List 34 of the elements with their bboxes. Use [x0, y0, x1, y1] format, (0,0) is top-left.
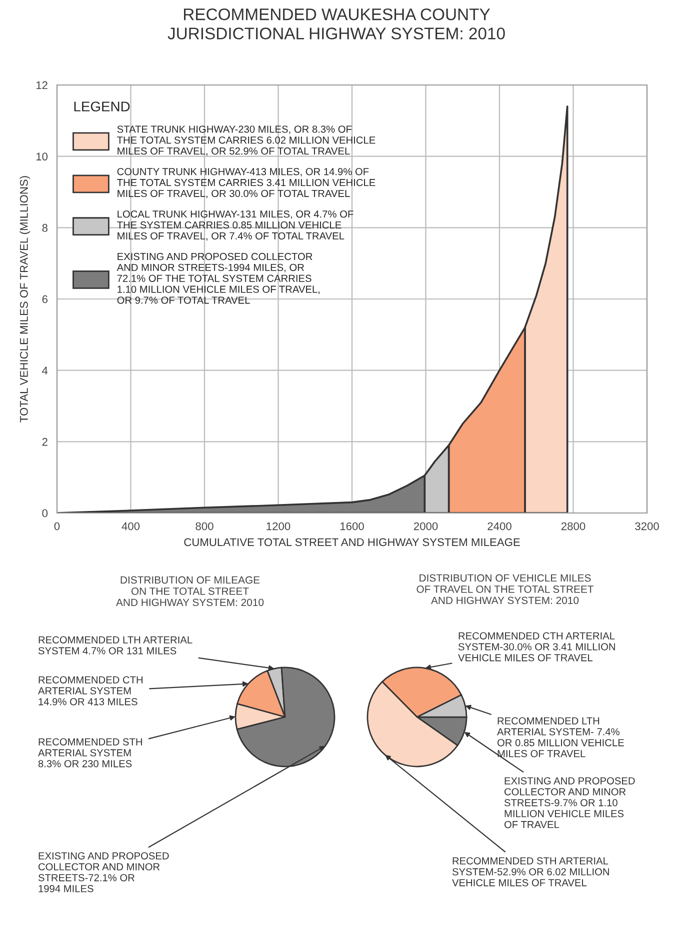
x-tick-label: 2000 — [414, 522, 438, 530]
x-tick-label: 1600 — [340, 522, 364, 530]
x-axis-title: CUMULATIVE TOTAL STREET AND HIGHWAY SYSTEM MILEAGE — [184, 538, 520, 546]
y-tick-label: 2 — [42, 438, 48, 446]
legend-label: STATE TRUNK HIGHWAY-230 MILES, OR 8.3% OF THE TOTAL SYSTEM CARRIES 6.02 MILLION VEHICLE MILES OF TRAVEL, OR 52.9% OF TOTAL TRAVEL — [117, 126, 376, 156]
slice-label: RECOMMENDED CTH ARTERIAL SYSTEM-30.0% OR 3.41 MILLION VEHICLE MILES OF TRAVEL — [458, 632, 615, 662]
x-tick-label: 800 — [196, 522, 214, 530]
chart-title: DISTRIBUTION OF VEHICLE MILES OF TRAVEL ON THE TOTAL STREET AND HIGHWAY SYSTEM: 2010 — [416, 574, 594, 604]
y-tick-label: 4 — [42, 366, 48, 374]
chart-title: RECOMMENDED WAUKESHA COUNTY JURISDICTIONAL HIGHWAY SYSTEM: 2010 — [168, 8, 505, 40]
slice-label: RECOMMENDED STH ARTERIAL SYSTEM 8.3% OR 230 MILES — [38, 738, 142, 768]
x-tick-label: 3200 — [635, 522, 659, 530]
slice-label: RECOMMENDED LTH ARTERIAL SYSTEM 4.7% OR 131 MILES — [38, 636, 192, 654]
x-tick-label: 2400 — [488, 522, 512, 530]
y-axis-title: TOTAL VEHICLE MILES OF TRAVEL (MILLIONS) — [20, 176, 30, 422]
slice-label: RECOMMENDED STH ARTERIAL SYSTEM-52.9% OR 6.02 MILLION VEHICLE MILES OF TRAVEL — [452, 857, 609, 886]
y-tick-label: 6 — [42, 295, 48, 304]
slice-label: RECOMMENDED CTH ARTERIAL SYSTEM 14.9% OR 413 MILES — [38, 676, 143, 706]
slice-label: RECOMMENDED LTH ARTERIAL SYSTEM- 7.4% OR 0.85 MILLION VEHICLE MILES OF TRAVEL — [497, 717, 624, 758]
chart-title: DISTRIBUTION OF MILEAGE ON THE TOTAL STREET AND HIGHWAY SYSTEM: 2010 — [116, 576, 264, 606]
y-tick-label: 0 — [42, 509, 48, 518]
x-tick-label: 0 — [54, 522, 60, 530]
y-tick-label: 12 — [36, 81, 48, 90]
y-tick-label: 10 — [36, 152, 48, 160]
y-tick-label: 8 — [42, 224, 48, 232]
slice-label: EXISTING AND PROPOSED COLLECTOR AND MINOR STREETS-72.1% OR 1994 MILES — [38, 852, 169, 892]
legend-label: EXISTING AND PROPOSED COLLECTOR AND MINOR STREETS-1994 MILES, OR 72.1% OF THE TOTAL SYSTEM CARRIES 1.10 MILLION VEHICLE MILES OF TRAVEL, OR 9.7% OF TOTAL TRAVEL — [116, 252, 320, 304]
x-tick-label: 400 — [122, 522, 140, 530]
x-tick-label: 1200 — [266, 522, 290, 530]
slice-label: EXISTING AND PROPOSED COLLECTOR AND MINOR STREETS-9.7% OR 1.10 MILLION VEHICLE MILES OF TRAVEL — [504, 777, 635, 828]
legend-title: LEGEND — [74, 102, 130, 112]
x-tick-label: 2800 — [561, 522, 586, 530]
legend-label: LOCAL TRUNK HIGHWAY-131 MILES, OR 4.7% OF THE SYSTEM CARRIES 0.85 MILLION VEHICLE MILES OF TRAVEL, OR 7.4% OF TOTAL TRAVEL — [117, 210, 354, 241]
legend-label: COUNTY TRUNK HIGHWAY-413 MILES, OR 14.9% OF THE TOTAL SYSTEM CARRIES 3.41 MILLION VEHICLE MILES OF TRAVEL, OR 30.0% OF TOTAL TRAVEL — [117, 168, 376, 198]
